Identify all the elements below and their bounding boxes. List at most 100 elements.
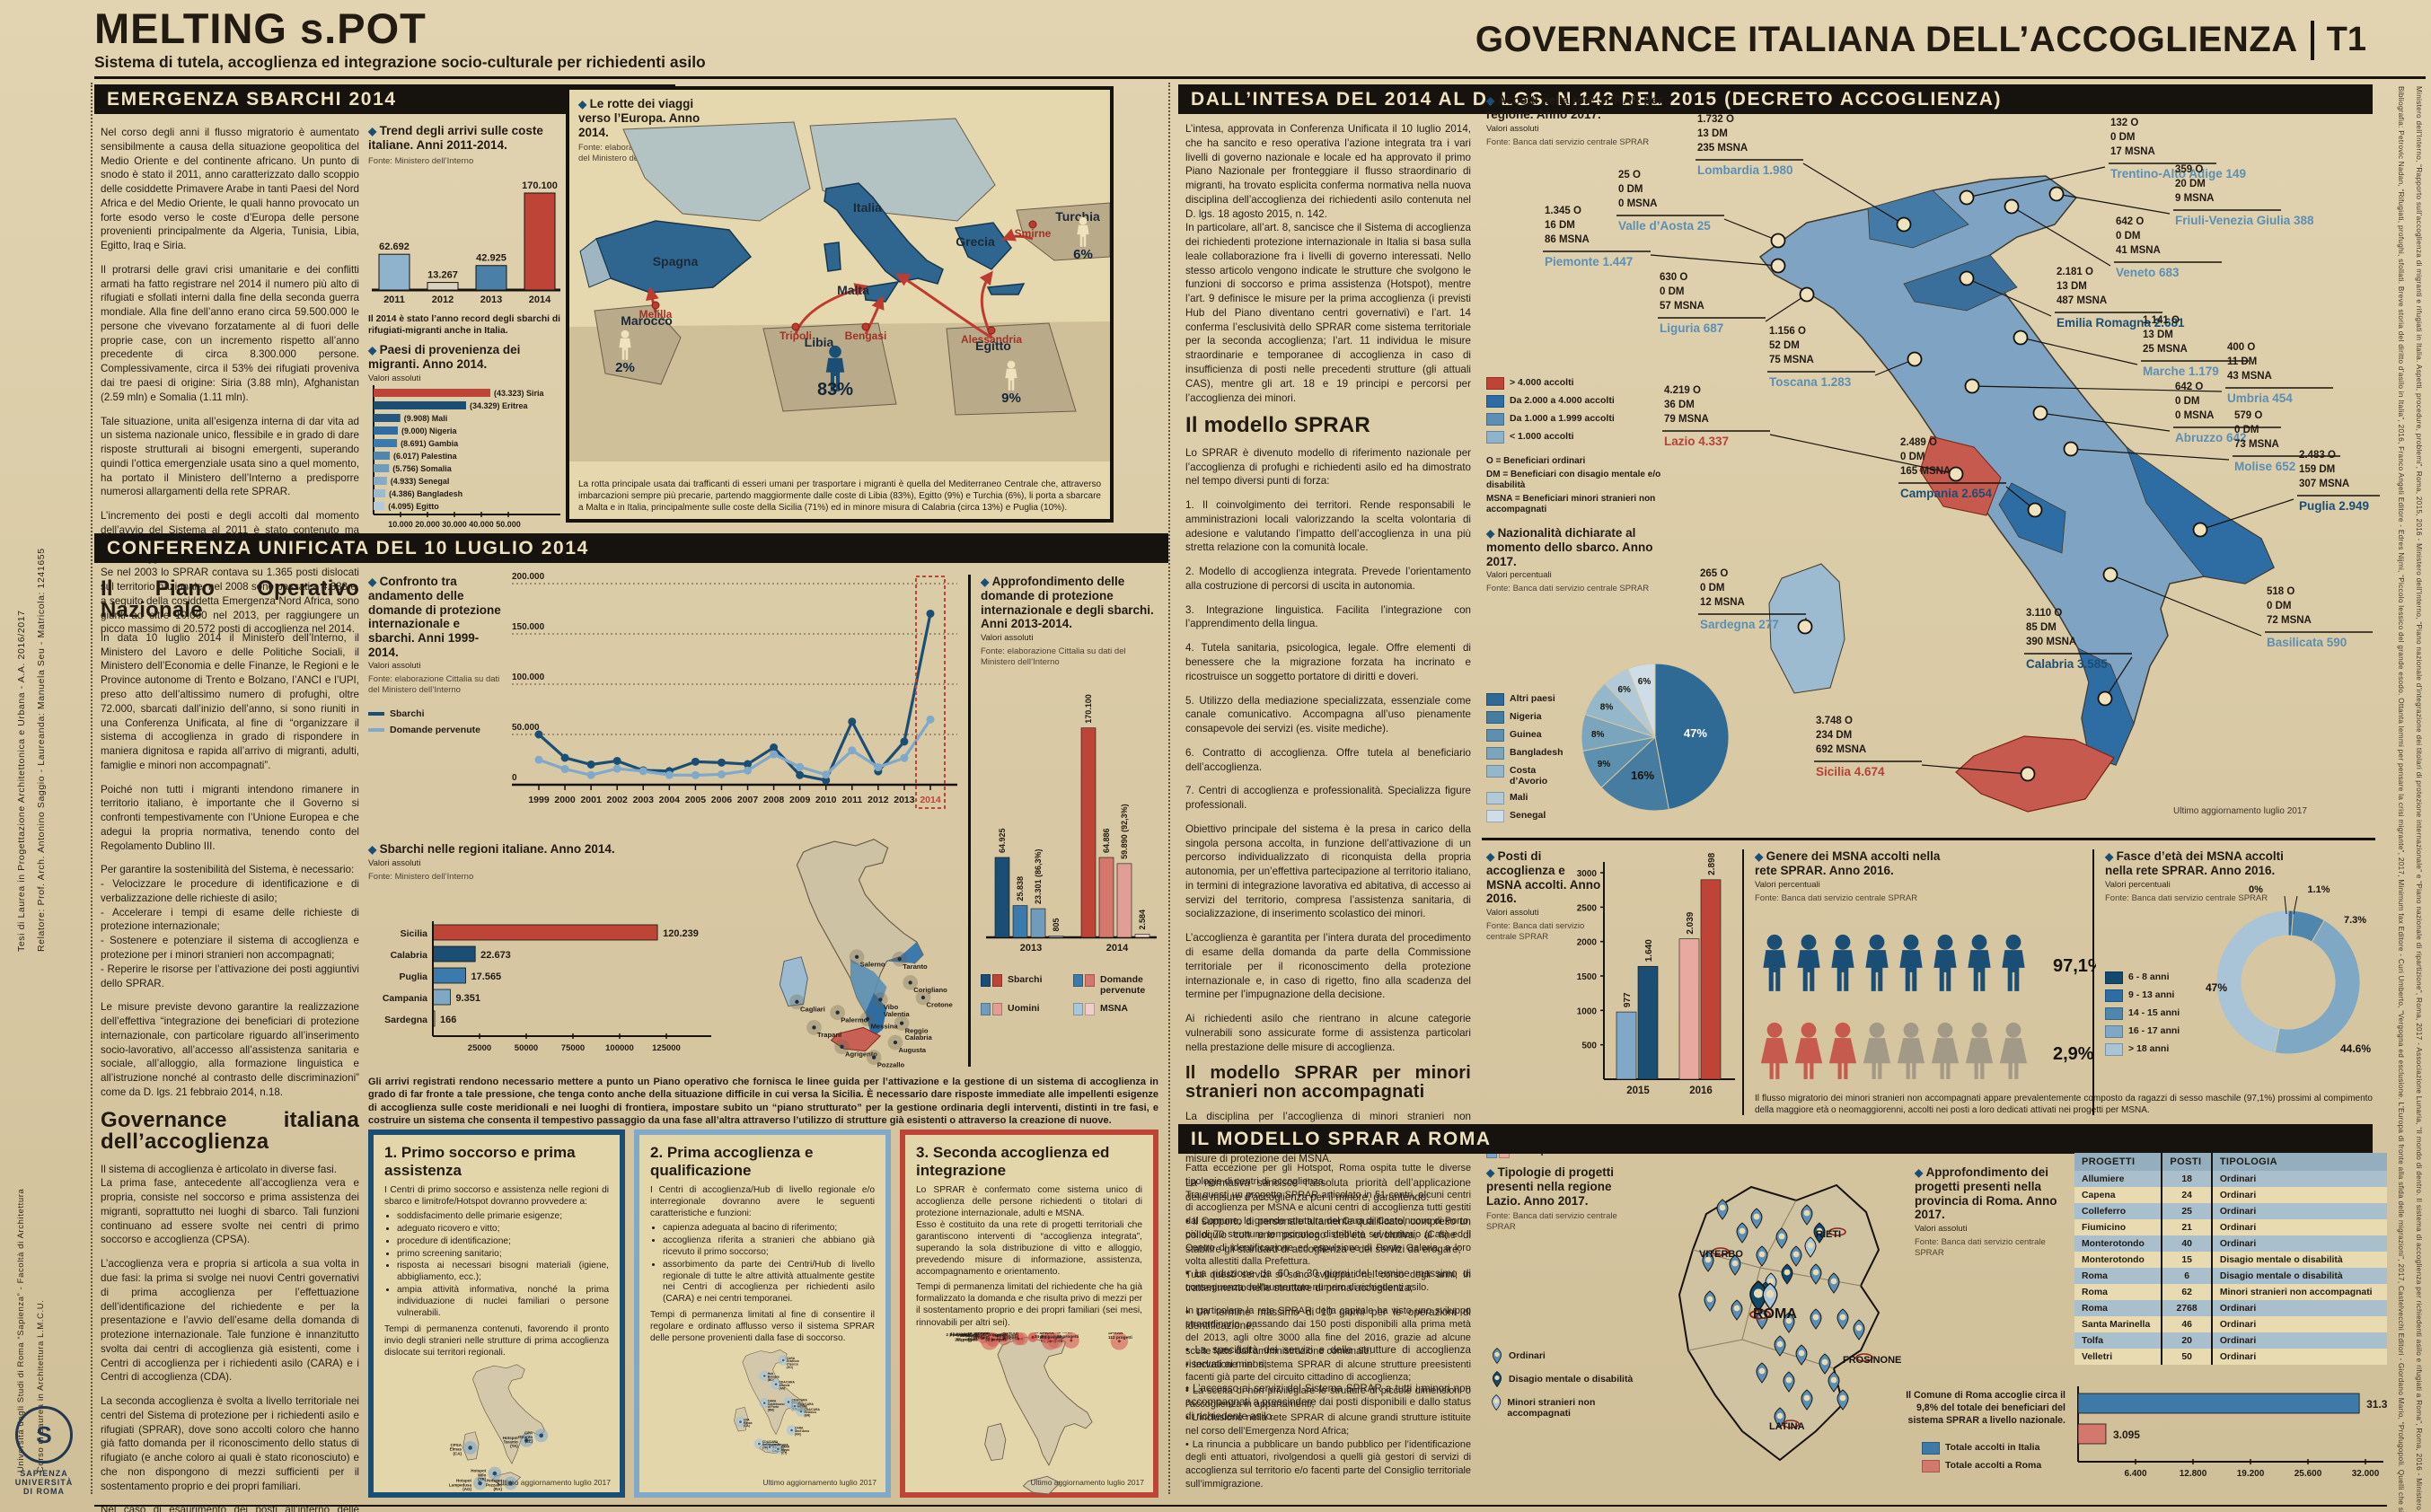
svg-text:0 DM: 0 DM xyxy=(2116,231,2140,242)
trend-chart-block: Trend degli arrivi sulle coste italiane.… xyxy=(368,124,564,338)
svg-text:(BO): (BO) xyxy=(768,1378,774,1382)
svg-text:Mineo: Mineo xyxy=(781,1448,789,1452)
routes-map-panel: Le rotte dei viaggi verso l’Europa. Anno… xyxy=(566,86,1114,523)
svg-text:Campania 2.654: Campania 2.654 xyxy=(1900,487,1993,500)
svg-text:Otranto: Otranto xyxy=(518,1435,533,1439)
box-seconda-accoglienza: 3. Seconda accoglienza ed integrazione L… xyxy=(900,1130,1158,1498)
svg-text:2000: 2000 xyxy=(554,795,576,805)
paragraph: • Il supporto di personale altamente qua… xyxy=(1185,1215,1471,1256)
svg-text:Egitto: Egitto xyxy=(975,338,1011,353)
svg-text:2013: 2013 xyxy=(480,294,502,305)
paragraph: 7. Centri di accoglienza e professionali… xyxy=(1185,785,1471,812)
svg-text:50.000: 50.000 xyxy=(512,723,540,733)
svg-text:630 O: 630 O xyxy=(1660,272,1687,283)
svg-text:(34.329) Eritrea: (34.329) Eritrea xyxy=(470,401,529,410)
posti-titleblock: Posti di accoglienza e MSNA accolti. Ann… xyxy=(1486,849,1603,943)
table-cell: Roma xyxy=(2074,1284,2162,1300)
svg-text:13 DM: 13 DM xyxy=(2057,281,2087,292)
svg-text:(43.323) Siria: (43.323) Siria xyxy=(494,389,545,398)
paragraph: L’accoglienza vera e propria si articola… xyxy=(101,1258,359,1384)
svg-text:Lampedusa: Lampedusa xyxy=(449,1482,472,1487)
sheet-tag: T1 xyxy=(2326,21,2366,58)
legend-item: Da 1.000 a 1.999 accolti xyxy=(1486,413,1666,426)
svg-text:2007: 2007 xyxy=(737,795,759,805)
svg-text:64.886: 64.886 xyxy=(1102,828,1111,853)
genere-units: Valori percentuali xyxy=(1755,879,1820,890)
svg-text:100.000: 100.000 xyxy=(512,672,545,682)
svg-text:0 DM: 0 DM xyxy=(2267,601,2291,611)
provenance-chart-units: Valori assoluti xyxy=(368,373,421,383)
svg-text:22.673: 22.673 xyxy=(480,950,511,961)
svg-text:112 progetti: 112 progetti xyxy=(1108,1334,1132,1340)
roma-projects-table: PROGETTI POSTI TIPOLOGIA Allumiere 18 Ordinar… xyxy=(2074,1153,2387,1365)
svg-text:Lazio 4.337: Lazio 4.337 xyxy=(1664,435,1729,448)
svg-text:CDA/CARA: CDA/CARA xyxy=(797,1402,814,1406)
svg-text:579 O: 579 O xyxy=(2234,410,2262,421)
bibliography-column-2: Ministero dell’Interno, “Rapporto sull’a… xyxy=(2415,86,2423,1512)
svg-text:2009: 2009 xyxy=(789,795,811,805)
svg-text:2.489 O: 2.489 O xyxy=(1900,437,1937,448)
svg-text:0 DM: 0 DM xyxy=(2110,132,2135,143)
svg-text:1.732 O: 1.732 O xyxy=(1697,114,1734,125)
svg-text:1500: 1500 xyxy=(1577,972,1598,982)
table-cell: 40 xyxy=(2161,1235,2213,1252)
confronto-source: Fonte: elaborazione Cittalia su dati del… xyxy=(368,674,500,696)
svg-text:SPRAR: SPRAR xyxy=(964,1332,979,1338)
tabella-title: Approfondimento dei progetti presenti ne… xyxy=(1915,1165,2063,1222)
svg-text:d’Isonzo: d’Isonzo xyxy=(787,1363,798,1367)
svg-text:57 MSNA: 57 MSNA xyxy=(1660,301,1704,312)
svg-text:Molise 652: Molise 652 xyxy=(2234,460,2295,473)
svg-text:Liguria 687: Liguria 687 xyxy=(1660,321,1723,335)
svg-text:25 MSNA: 25 MSNA xyxy=(2143,344,2188,355)
svg-text:2.039: 2.039 xyxy=(1686,911,1696,934)
svg-text:159 DM: 159 DM xyxy=(2299,464,2335,475)
svg-text:Tripoli: Tripoli xyxy=(780,330,812,342)
svg-text:43 MSNA: 43 MSNA xyxy=(2227,371,2272,382)
svg-text:Hotspot: Hotspot xyxy=(456,1478,471,1482)
svg-text:75000: 75000 xyxy=(561,1043,585,1053)
svg-text:0 DM: 0 DM xyxy=(1618,184,1643,195)
box1-bullets: soddisfacimento delle primarie esigenze;… xyxy=(384,1211,609,1320)
svg-text:2.898: 2.898 xyxy=(1707,852,1717,875)
legend-item: < 1.000 accolti xyxy=(1486,431,1666,444)
table-cell: Ordinari xyxy=(2211,1187,2387,1203)
provenance-chart-title: Paesi di provenienza dei migranti. Anno … xyxy=(368,343,564,372)
svg-text:2.181 O: 2.181 O xyxy=(2057,267,2093,277)
svg-text:3.095: 3.095 xyxy=(2113,1428,2140,1441)
svg-text:2014: 2014 xyxy=(529,294,551,305)
svg-text:6.400: 6.400 xyxy=(2124,1469,2146,1479)
box2-outro: Tempi di permanenza limitati al fine di … xyxy=(650,1310,875,1344)
accolti-sprar-italy-map: 1.732 O 13 DM 235 MSNA Lombardia 1.980 25 O 0… xyxy=(1543,114,2380,813)
svg-text:0 DM: 0 DM xyxy=(1700,583,1724,593)
svg-text:Bengasi: Bengasi xyxy=(845,330,887,342)
table-row: Santa Marinella 46 Ordinari xyxy=(2074,1316,2387,1332)
svg-text:41 MSNA: 41 MSNA xyxy=(2116,245,2161,256)
svg-text:Pozzallo: Pozzallo xyxy=(486,1482,502,1487)
svg-text:Hotspot: Hotspot xyxy=(503,1436,518,1440)
lazio-titleblock: Tipologie di progetti presenti nella reg… xyxy=(1486,1165,1648,1233)
svg-text:Bologna: Bologna xyxy=(768,1376,780,1379)
totali-legend: Totale accolti in Italia Totale accolti a… xyxy=(1922,1442,2065,1478)
svg-text:3.110 O: 3.110 O xyxy=(2026,608,2062,619)
table-cell: Roma xyxy=(2074,1300,2162,1316)
legend-item: Totale accolti in Italia xyxy=(1922,1442,2065,1455)
table-cell: Capena xyxy=(2074,1187,2162,1203)
bullet: capienza adeguata al bacino di riferimen… xyxy=(663,1223,875,1235)
lazio-source: Fonte: Banca dati servizio centrale SPRA… xyxy=(1486,1211,1617,1233)
svg-text:(CT): (CT) xyxy=(781,1452,788,1455)
table-row: Roma 2768 Ordinari xyxy=(2074,1300,2387,1316)
paragraph: • L’accesso ai servizi del Sistema SPRAR… xyxy=(1185,1382,1471,1423)
svg-text:79 MSNA: 79 MSNA xyxy=(1664,414,1709,425)
legend-item: Minori stranieri non accompagnati xyxy=(1491,1393,1643,1419)
table-header: POSTI xyxy=(2161,1153,2213,1171)
paragraph: Il sistema di accoglienza è articolato i… xyxy=(101,1163,359,1246)
thesis-credit-line-2: Relatore: Prof. Arch. Antonino Saggio - … xyxy=(36,548,47,952)
legend-item: Domande pervenute xyxy=(1073,973,1160,996)
svg-text:9%: 9% xyxy=(1001,391,1021,406)
svg-text:30 progetti: 30 progetti xyxy=(985,1337,1008,1342)
svg-text:LATINA: LATINA xyxy=(1769,1421,1805,1432)
paragraph: 6. Contratto di accoglienza. Offre tutel… xyxy=(1185,746,1471,773)
svg-text:FROSINONE: FROSINONE xyxy=(1843,1355,1901,1366)
svg-text:42.925: 42.925 xyxy=(476,253,506,264)
svg-text:20 progetti: 20 progetti xyxy=(955,1337,977,1342)
